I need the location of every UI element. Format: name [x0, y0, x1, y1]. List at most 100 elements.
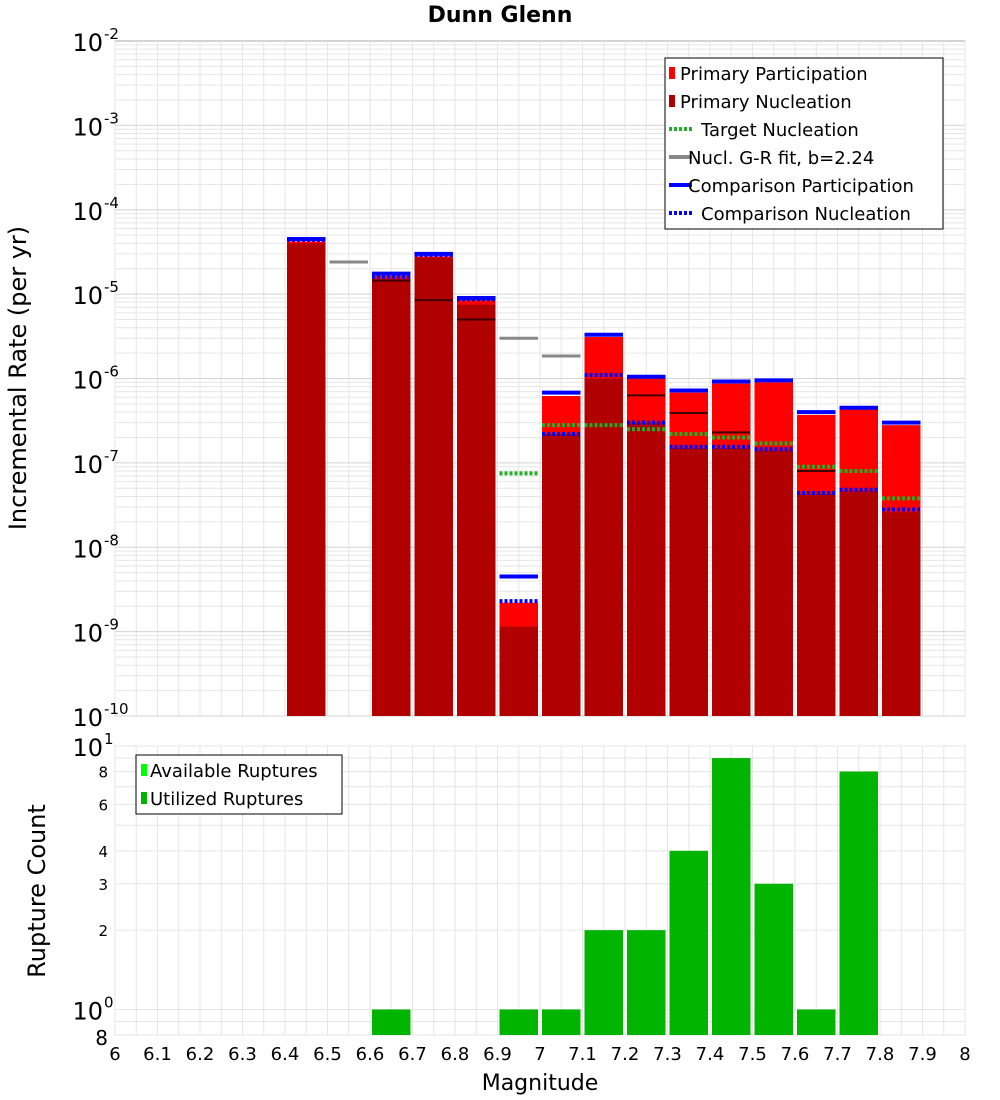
primary-nucleation-bar	[839, 491, 878, 716]
top-y-tick-exponent: -9	[104, 616, 119, 634]
bottom-y-minor-tick-label: 8	[95, 1026, 108, 1050]
x-tick-label: 7.5	[738, 1044, 767, 1065]
legend-label: Primary Participation	[680, 64, 868, 85]
x-tick-label: 6.9	[483, 1044, 512, 1065]
top-y-tick-label: 10	[72, 535, 103, 563]
top-y-tick-label: 10	[72, 198, 103, 226]
x-tick-label: 7.1	[568, 1044, 597, 1065]
legend-label: Utilized Ruptures	[150, 789, 303, 810]
top-y-axis-label: Incremental Rate (per yr)	[4, 226, 32, 530]
legend-label: Comparison Nucleation	[701, 204, 911, 225]
bottom-legend-box	[135, 754, 343, 815]
bottom-y-minor-tick-label: 3	[98, 876, 108, 894]
legend-swatch	[141, 792, 147, 804]
top-y-tick-exponent: -7	[104, 447, 119, 465]
primary-nucleation-bar	[712, 448, 751, 716]
top-legend-box	[664, 57, 944, 230]
legend-swatch	[669, 67, 675, 79]
top-y-tick-exponent: -3	[104, 109, 119, 127]
bottom-y-tick-exponent: 1	[104, 730, 114, 748]
primary-nucleation-bar	[499, 626, 538, 716]
primary-nucleation-bar	[287, 243, 326, 717]
x-tick-label: 7.2	[611, 1044, 640, 1065]
legend-label: Available Ruptures	[150, 761, 318, 782]
top-y-tick-exponent: -5	[104, 278, 119, 296]
x-tick-label: 6.6	[356, 1044, 385, 1065]
utilized-ruptures-bar	[669, 850, 708, 1035]
top-marks	[287, 237, 921, 717]
bottom-y-tick-label: 10	[72, 734, 103, 762]
primary-nucleation-bar	[797, 493, 836, 716]
utilized-ruptures-bar	[627, 930, 666, 1035]
utilized-ruptures-bar	[797, 1009, 836, 1035]
bottom-y-tick-exponent: 0	[104, 993, 114, 1011]
utilized-ruptures-bar	[372, 1009, 411, 1035]
x-tick-label: 6.4	[271, 1044, 300, 1065]
top-y-tick-exponent: -4	[104, 194, 119, 212]
top-legend: Primary Participation Primary Nucleation T…	[664, 57, 944, 230]
primary-nucleation-bar	[414, 257, 453, 716]
utilized-ruptures-bar	[712, 758, 751, 1035]
bottom-y-minor-tick-label: 6	[98, 796, 108, 814]
legend-label: Primary Nucleation	[680, 92, 852, 113]
bottom-y-minor-tick-label: 4	[98, 843, 108, 861]
legend-label: Nucl. G-R fit, b=2.24	[688, 148, 874, 169]
bottom-legend: Available Ruptures Utilized Ruptures	[135, 754, 343, 815]
x-tick-label: 8	[959, 1044, 970, 1065]
x-tick-label: 7.9	[908, 1044, 937, 1065]
primary-nucleation-bar	[669, 448, 708, 716]
top-y-tick-label: 10	[72, 704, 103, 732]
bottom-y-minor-tick-label: 8	[98, 764, 108, 782]
bottom-y-minor-tick-label: 2	[98, 922, 108, 940]
x-tick-label: 7.8	[866, 1044, 895, 1065]
utilized-ruptures-bar	[754, 883, 793, 1035]
legend-label: Target Nucleation	[700, 120, 859, 141]
primary-nucleation-bar	[457, 304, 496, 716]
x-tick-label: 6.7	[398, 1044, 427, 1065]
top-y-tick-exponent: -10	[104, 700, 129, 718]
primary-nucleation-bar	[584, 378, 623, 716]
utilized-ruptures-bar	[499, 1009, 538, 1035]
bottom-y-axis-label: Rupture Count	[23, 804, 51, 978]
legend-label: Comparison Participation	[688, 176, 914, 197]
top-y-tick-label: 10	[72, 113, 103, 141]
utilized-ruptures-bar	[542, 1009, 581, 1035]
x-axis-label: Magnitude	[482, 1071, 599, 1096]
x-tick-label: 6.3	[228, 1044, 257, 1065]
utilized-ruptures-bar	[584, 930, 623, 1035]
x-tick-label: 7.6	[781, 1044, 810, 1065]
legend-swatch	[669, 95, 675, 107]
primary-nucleation-bar	[372, 279, 411, 716]
top-y-tick-label: 10	[72, 620, 103, 648]
chart-title: Dunn Glenn	[428, 3, 573, 28]
utilized-ruptures-bar	[839, 771, 878, 1035]
legend-swatch	[141, 764, 147, 776]
x-tick-label: 7.4	[696, 1044, 725, 1065]
x-tick-label: 7.7	[823, 1044, 852, 1065]
top-y-tick-exponent: -8	[104, 531, 119, 549]
x-tick-label: 7.3	[653, 1044, 682, 1065]
top-y-tick-label: 10	[72, 451, 103, 479]
top-y-tick-label: 10	[72, 282, 103, 310]
x-tick-label: 6.8	[441, 1044, 470, 1065]
primary-nucleation-bar	[627, 422, 666, 716]
top-y-tick-exponent: -6	[104, 363, 119, 381]
top-y-tick-exponent: -2	[104, 25, 119, 43]
top-y-tick-label: 10	[72, 29, 103, 57]
top-y-tick-label: 10	[72, 367, 103, 395]
x-tick-label: 7	[534, 1044, 545, 1065]
x-tick-label: 6	[109, 1044, 120, 1065]
top-y-ticks: 10-210-310-410-510-610-710-810-910-10	[72, 25, 128, 732]
primary-nucleation-bar	[542, 433, 581, 716]
bottom-marks	[372, 758, 878, 1035]
x-tick-label: 6.5	[313, 1044, 342, 1065]
primary-nucleation-bar	[882, 512, 921, 716]
primary-nucleation-bar	[754, 450, 793, 716]
x-tick-label: 6.2	[186, 1044, 215, 1065]
x-ticks: 6 6.1 6.2 6.3 6.4 6.5 6.6 6.7 6.8 6.9 7 7.1 7.2 7.3 7.…	[109, 1044, 970, 1065]
bottom-y-tick-label: 10	[72, 997, 103, 1025]
x-tick-label: 6.1	[143, 1044, 172, 1065]
